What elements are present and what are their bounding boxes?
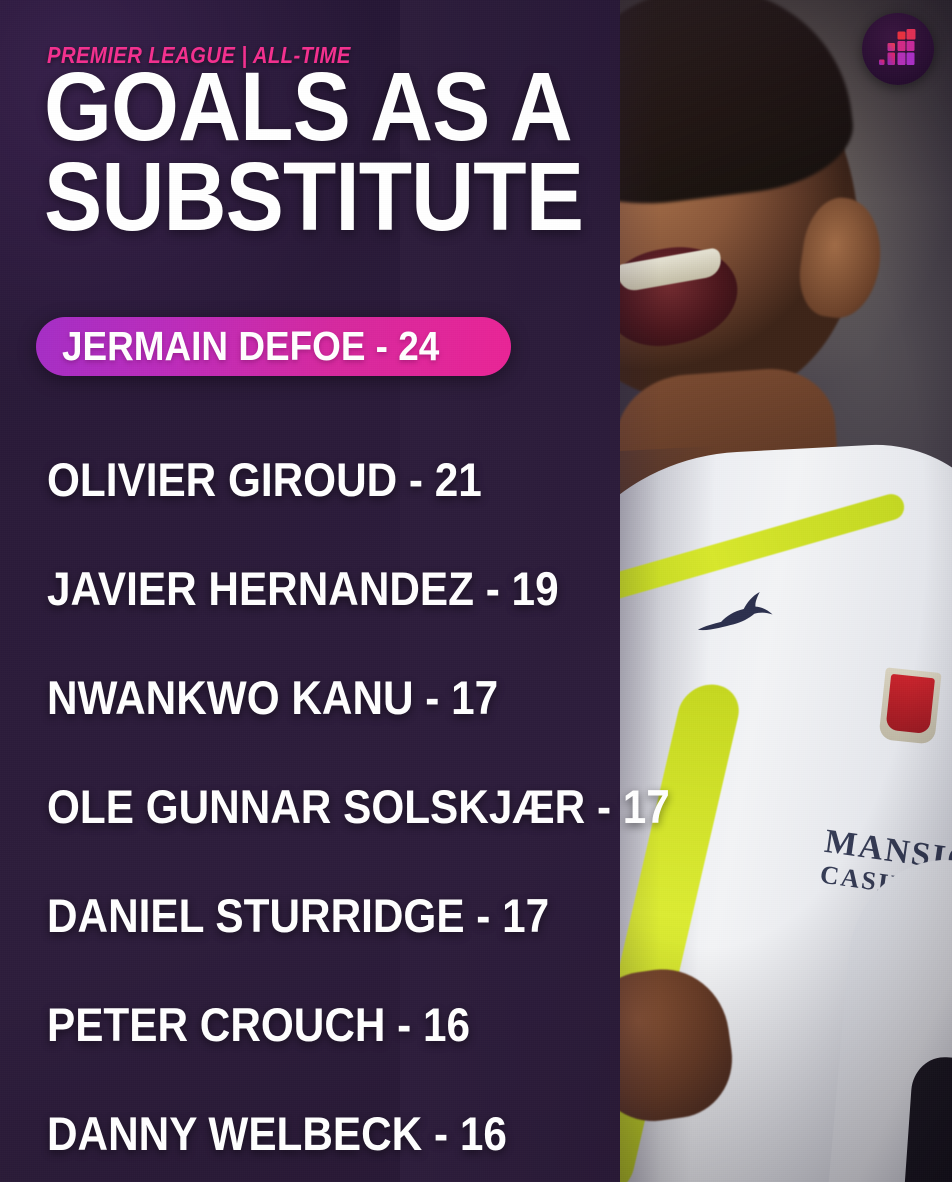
list-item: JAVIER HERNANDEZ - 19 <box>47 534 647 643</box>
list-item-label: DANIEL STURRIDGE - 17 <box>47 889 550 942</box>
list-item-label: NWANKWO KANU - 17 <box>47 671 499 724</box>
list-item: DANIEL STURRIDGE - 17 <box>47 861 647 970</box>
list-item: OLE GUNNAR SOLSKJÆR - 17 <box>47 752 670 861</box>
page-title: GOALS AS A SUBSTITUTE <box>44 58 584 252</box>
highlight-row: JERMAIN DEFOE - 24 <box>36 317 512 376</box>
purple-panel-fade <box>400 0 660 1182</box>
highlight-row-label: JERMAIN DEFOE - 24 <box>62 323 440 369</box>
list-item: DANNY WELBECK - 16 <box>47 1079 647 1182</box>
kicker-label: PREMIER LEAGUE | ALL-TIME <box>47 42 351 68</box>
ranking-list: OLIVIER GIROUD - 21 JAVIER HERNANDEZ - 1… <box>47 425 670 1182</box>
list-item: NWANKWO KANU - 17 <box>47 643 647 752</box>
headline-line-1: GOALS AS A <box>44 52 573 161</box>
staircase-bars-icon <box>879 29 916 65</box>
list-item-label: OLE GUNNAR SOLSKJÆR - 17 <box>47 780 670 833</box>
brand-logo[interactable] <box>862 13 934 85</box>
list-item-label: PETER CROUCH - 16 <box>47 998 471 1051</box>
list-item-label: DANNY WELBECK - 16 <box>47 1107 507 1160</box>
list-item: OLIVIER GIROUD - 21 <box>47 425 647 534</box>
list-item-label: JAVIER HERNANDEZ - 19 <box>47 562 559 615</box>
list-item-label: OLIVIER GIROUD - 21 <box>47 453 482 506</box>
list-item: PETER CROUCH - 16 <box>47 970 647 1079</box>
headline-line-2: SUBSTITUTE <box>44 142 584 252</box>
